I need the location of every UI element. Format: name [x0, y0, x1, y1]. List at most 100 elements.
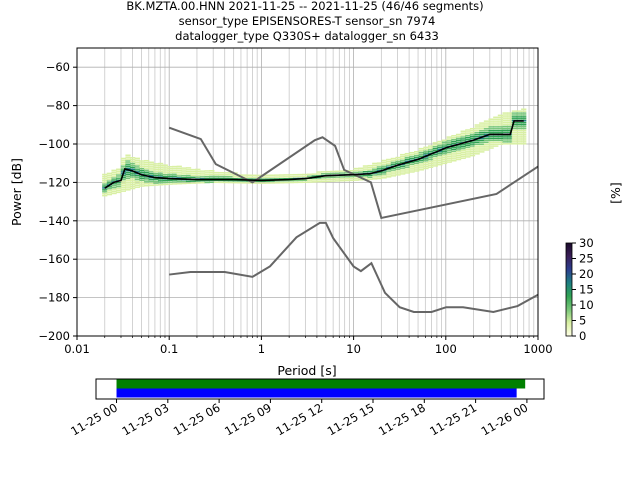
- pdf-bin: [441, 149, 448, 151]
- pdf-bin: [423, 148, 429, 151]
- pdf-bin: [386, 176, 392, 178]
- pdf-bin: [400, 167, 406, 169]
- pdf-bin: [330, 178, 336, 180]
- colorbar-label: [%]: [608, 182, 623, 204]
- pdf-bin: [516, 129, 522, 132]
- pdf-bin: [195, 182, 201, 184]
- pdf-bin: [171, 165, 178, 168]
- pdf-bin: [339, 179, 345, 182]
- pdf-bin: [376, 171, 383, 174]
- pdf-bin: [153, 174, 159, 177]
- pdf-bin: [316, 173, 322, 175]
- pdf-bin: [157, 168, 164, 171]
- pdf-bin: [157, 166, 164, 169]
- pdf-bin: [148, 182, 154, 185]
- pdf-bin: [334, 178, 341, 180]
- pdf-bin: [111, 192, 117, 195]
- pdf-bin: [176, 171, 182, 173]
- pdf-bin: [227, 176, 234, 178]
- pdf-bin: [148, 176, 154, 179]
- pdf-bin: [106, 180, 113, 182]
- pdf-bin: [400, 165, 406, 167]
- pdf-bin: [381, 171, 387, 173]
- y-axis-ticks: −200 −180 −160 −140 −120 −100 −80 −60: [38, 60, 77, 343]
- pdf-bin: [162, 174, 168, 176]
- pdf-bin: [451, 140, 457, 143]
- pdf-bin: [427, 166, 434, 168]
- pdf-bin: [483, 124, 490, 126]
- pdf-bin: [451, 158, 457, 160]
- x-tick-label: 10: [346, 342, 361, 356]
- pdf-bin: [209, 181, 215, 184]
- pdf-bin: [171, 167, 178, 170]
- pdf-bin: [451, 148, 457, 151]
- pdf-bin: [381, 161, 387, 164]
- pdf-bin: [320, 171, 327, 173]
- pdf-bin: [502, 120, 508, 122]
- pdf-bin: [465, 129, 471, 131]
- pdf-bin: [381, 165, 387, 168]
- pdf-bin: [348, 179, 355, 182]
- pdf-bin: [469, 149, 476, 151]
- timeline-tick-label: 11-25 12: [273, 400, 325, 438]
- pdf-bin: [185, 172, 192, 175]
- pdf-bin: [404, 162, 410, 165]
- pdf-bin: [339, 178, 345, 180]
- pdf-bin: [130, 174, 136, 176]
- pdf-bin: [339, 170, 345, 172]
- pdf-bin: [465, 156, 471, 158]
- pdf-bin: [502, 121, 508, 124]
- pdf-bin: [190, 170, 196, 173]
- pdf-bin: [144, 165, 150, 168]
- pdf-bin: [451, 136, 457, 139]
- pdf-bin: [511, 114, 518, 116]
- pdf-bin: [190, 182, 196, 184]
- pdf-bin: [130, 187, 136, 190]
- pdf-bin: [386, 174, 392, 176]
- pdf-bin: [153, 184, 159, 186]
- pdf-bin: [386, 166, 392, 168]
- pdf-bin: [497, 131, 504, 134]
- pdf-bin: [125, 164, 131, 166]
- pdf-bin: [414, 162, 420, 165]
- pdf-bin: [488, 131, 494, 134]
- pdf-bin: [497, 137, 504, 140]
- pdf-bin: [521, 108, 527, 110]
- pdf-bin: [199, 179, 206, 182]
- pdf-bin: [148, 173, 154, 175]
- pdf-bin: [465, 144, 471, 147]
- pdf-bin: [511, 123, 518, 126]
- pdf-bin: [167, 175, 173, 178]
- pdf-bin: [325, 180, 331, 183]
- pdf-bin: [232, 174, 238, 176]
- pdf-bin: [330, 172, 336, 175]
- pdf-bin: [427, 162, 434, 165]
- pdf-bin: [521, 133, 527, 135]
- pdf-bin: [176, 182, 182, 185]
- pdf-bin: [148, 163, 154, 165]
- pdf-bin: [153, 170, 159, 173]
- pdf-bin: [474, 139, 480, 142]
- pdf-bin: [120, 157, 127, 160]
- pdf-bin: [469, 154, 476, 157]
- pdf-bin: [199, 174, 206, 176]
- pdf-bin: [171, 175, 178, 177]
- x-tick-label: 100: [435, 342, 457, 356]
- pdf-bin: [386, 168, 392, 170]
- pdf-bin: [125, 189, 131, 191]
- pdf-bin: [414, 170, 420, 172]
- pdf-bin: [441, 160, 448, 163]
- pdf-bin: [441, 154, 448, 157]
- coverage-bar: [116, 379, 526, 389]
- pdf-bin: [395, 156, 401, 159]
- pdf-bin: [390, 157, 397, 160]
- pdf-bin: [162, 170, 168, 172]
- pdf-bin: [469, 141, 476, 143]
- pdf-bin: [199, 176, 206, 178]
- pdf-bin: [185, 176, 192, 179]
- pdf-bin: [479, 147, 485, 149]
- pdf-bin: [423, 167, 429, 170]
- pdf-bin: [488, 129, 494, 132]
- pdf-bin: [111, 184, 117, 187]
- x-axis-ticks: 0.01 0.1 1 10 100 1000: [64, 336, 553, 356]
